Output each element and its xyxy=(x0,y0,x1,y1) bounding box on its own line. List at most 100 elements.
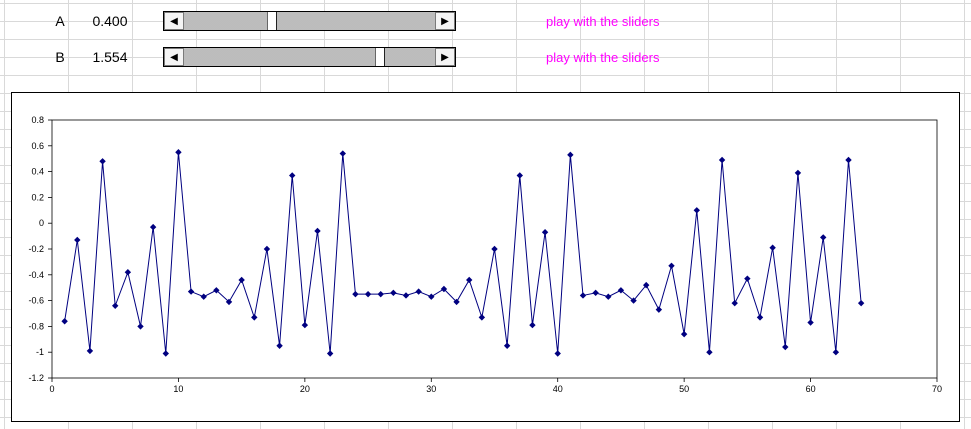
data-point xyxy=(390,289,397,297)
parameter-value: 1.554 xyxy=(92,49,128,65)
parameter-row-a: A 0.400 ◀ ▶ play with the sliders xyxy=(0,11,971,33)
data-point xyxy=(680,330,688,338)
data-point xyxy=(706,349,713,356)
data-point xyxy=(99,158,106,165)
data-point xyxy=(668,262,675,269)
data-point xyxy=(200,293,207,300)
y-tick-label: -1.2 xyxy=(28,373,44,383)
data-point xyxy=(567,151,574,159)
y-tick-label: -0.2 xyxy=(28,244,44,254)
data-point xyxy=(643,281,650,289)
parameter-name: A xyxy=(55,13,65,29)
data-point xyxy=(162,350,169,357)
x-tick-label: 30 xyxy=(426,384,436,394)
data-point xyxy=(187,288,195,295)
series-line xyxy=(64,152,862,354)
y-tick-label: 0.6 xyxy=(31,141,44,151)
x-tick-label: 40 xyxy=(553,384,563,394)
data-point xyxy=(225,298,233,306)
y-tick-label: 0.8 xyxy=(31,115,44,125)
slider-track[interactable] xyxy=(184,12,435,30)
data-point xyxy=(466,276,473,284)
data-point xyxy=(491,245,498,253)
slider-thumb[interactable] xyxy=(374,48,385,66)
left-arrow-icon[interactable]: ◀ xyxy=(164,12,184,30)
data-point xyxy=(402,292,410,299)
data-point xyxy=(364,290,372,298)
data-point xyxy=(756,314,764,321)
x-tick-label: 70 xyxy=(932,384,942,394)
slider-thumb[interactable] xyxy=(266,12,277,30)
data-point xyxy=(832,349,840,356)
data-point xyxy=(238,276,245,284)
x-tick-label: 50 xyxy=(679,384,689,394)
data-point xyxy=(428,293,435,300)
data-point xyxy=(503,342,511,349)
data-point xyxy=(731,299,738,307)
data-point xyxy=(579,292,587,299)
x-tick-label: 10 xyxy=(173,384,183,394)
data-point xyxy=(769,244,776,251)
data-point xyxy=(74,236,81,244)
data-point xyxy=(175,149,182,156)
x-tick-label: 60 xyxy=(806,384,816,394)
data-point xyxy=(61,318,68,325)
data-point xyxy=(782,343,789,351)
data-point xyxy=(314,227,321,235)
slider-track[interactable] xyxy=(184,48,435,66)
x-tick-label: 20 xyxy=(300,384,310,394)
data-point xyxy=(845,156,852,164)
data-point xyxy=(605,293,612,300)
y-tick-label: -0.6 xyxy=(28,296,44,306)
data-point xyxy=(541,229,549,236)
data-point xyxy=(478,314,486,321)
data-point xyxy=(820,234,827,241)
slider-hint: play with the sliders xyxy=(546,50,660,65)
chart-axes: 0.8 0.6 0.4 0.2 0 -0.2 -0.4 -0.6 -0.8 -1 -1.2 0 10 20… xyxy=(28,115,942,394)
parameter-b-slider[interactable]: ◀ ▶ xyxy=(163,47,456,67)
data-point xyxy=(453,298,460,306)
data-point xyxy=(251,314,258,321)
data-point xyxy=(857,299,865,307)
y-tick-label: 0 xyxy=(39,218,44,228)
data-point xyxy=(415,288,422,295)
data-point xyxy=(630,297,637,304)
y-tick-label: -0.4 xyxy=(28,270,44,280)
y-tick-label: 0.4 xyxy=(31,167,44,177)
right-arrow-icon[interactable]: ▶ xyxy=(435,12,455,30)
slider-hint: play with the sliders xyxy=(546,14,660,29)
parameter-name: B xyxy=(55,49,65,65)
data-point xyxy=(301,321,309,329)
chart-area[interactable]: 0.8 0.6 0.4 0.2 0 -0.2 -0.4 -0.6 -0.8 -1 -1.2 0 10 20… xyxy=(11,92,960,422)
data-point xyxy=(718,156,726,164)
data-point xyxy=(112,302,119,309)
data-point xyxy=(617,287,625,294)
right-arrow-icon[interactable]: ▶ xyxy=(435,48,455,66)
data-point xyxy=(86,347,94,355)
data-point xyxy=(554,350,561,357)
data-point xyxy=(807,319,814,326)
y-tick-label: -1 xyxy=(36,347,44,357)
data-point xyxy=(744,275,751,282)
data-point xyxy=(339,150,346,157)
y-tick-label: 0.2 xyxy=(31,192,44,202)
left-arrow-icon[interactable]: ◀ xyxy=(164,48,184,66)
parameter-a-slider[interactable]: ◀ ▶ xyxy=(163,11,456,31)
data-point xyxy=(693,207,700,214)
data-point xyxy=(276,342,283,349)
x-tick-label: 0 xyxy=(49,384,54,394)
data-point xyxy=(352,290,359,298)
data-point xyxy=(289,172,296,179)
parameter-row-b: B 1.554 ◀ ▶ play with the sliders xyxy=(0,47,971,69)
data-point xyxy=(592,289,599,297)
data-point xyxy=(326,350,334,357)
y-tick-label: -0.8 xyxy=(28,321,44,331)
line-chart: 0.8 0.6 0.4 0.2 0 -0.2 -0.4 -0.6 -0.8 -1 -1.2 0 10 20… xyxy=(28,115,942,394)
data-point xyxy=(263,245,271,253)
data-point xyxy=(794,169,802,177)
data-point xyxy=(149,223,157,231)
data-point xyxy=(440,285,448,293)
data-point xyxy=(655,306,663,313)
data-point xyxy=(529,321,536,329)
data-point xyxy=(377,290,384,298)
